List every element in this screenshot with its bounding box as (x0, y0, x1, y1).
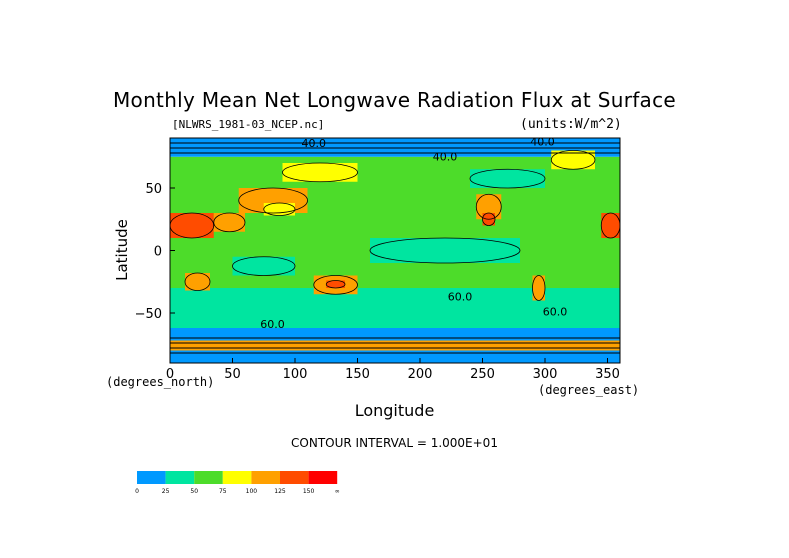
x-tick-label: 100 (283, 367, 308, 382)
contour-line (313, 275, 358, 295)
contour-line (263, 202, 296, 216)
colorbar-swatch (222, 471, 252, 484)
colorbar-tick-label: 25 (162, 488, 170, 495)
x-tick-label: 250 (470, 367, 495, 382)
colorbar-swatch (137, 471, 166, 484)
contour-line (232, 256, 296, 276)
colorbar-swatch (280, 471, 309, 484)
colorbar-tick-label: 75 (219, 488, 227, 495)
colorbar-swatch (165, 471, 195, 484)
contour-line (550, 150, 596, 170)
contour-line (213, 212, 246, 233)
y-tick-label: −50 (135, 307, 162, 322)
region-pacific-calm (370, 238, 520, 263)
region-south-africa (185, 273, 210, 291)
contour-line (184, 272, 211, 291)
contour-value-label: 60.0 (543, 306, 568, 319)
x-axis-units: (degrees_east) (538, 383, 640, 397)
contour-value-label: 60.0 (448, 291, 473, 304)
contour-line (469, 168, 546, 189)
region-northeast-africa (601, 213, 620, 238)
region-australia-core (326, 280, 345, 288)
contour-line (532, 275, 546, 301)
contour-line (282, 162, 358, 183)
colorbar-tick-label: 50 (190, 488, 198, 495)
x-axis-label: Longitude (354, 401, 435, 420)
y-tick-label: 50 (145, 182, 162, 197)
contour-line (369, 237, 521, 264)
region-arabia (213, 213, 245, 232)
contour-interval: CONTOUR INTERVAL = 1.000E+01 (291, 436, 498, 450)
x-tick-label: 150 (345, 367, 370, 382)
contour-line (238, 187, 308, 214)
region-canada (470, 169, 545, 188)
region-antarctic-coast (170, 340, 620, 351)
x-tick-label: 50 (224, 367, 241, 382)
colorbar-swatch (251, 471, 280, 484)
contour-value-label: 40.0 (433, 151, 458, 164)
colorbar-swatch (194, 471, 223, 484)
colorbar-swatch (308, 471, 338, 484)
units-label: (units:W/m^2) (520, 117, 622, 132)
contour-line (475, 193, 502, 220)
x-tick-label: 200 (408, 367, 433, 382)
contour-value-label: 40.0 (530, 136, 555, 149)
x-tick-label: 0 (166, 367, 174, 382)
y-tick-label: 0 (154, 245, 162, 260)
y-axis-units: (degrees_north) (106, 375, 215, 389)
region-africa-sahara (170, 213, 214, 238)
region-siberia-east (282, 163, 358, 182)
dataset-file-label: [NLWRS_1981-03_NCEP.nc] (172, 118, 325, 131)
colorbar-tick-label: ∞ (335, 488, 340, 495)
chart-title: Monthly Mean Net Longwave Radiation Flux… (112, 88, 677, 112)
contour-value-label: 60.0 (260, 318, 285, 331)
x-tick-label: 350 (595, 367, 620, 382)
region-indian-calm (232, 256, 295, 276)
contour-value-label: 40.0 (302, 137, 327, 150)
colorbar-tick-label: 100 (246, 488, 258, 495)
colorbar-tick-label: 150 (303, 488, 315, 495)
contour-line (325, 280, 346, 289)
colorbar-tick-label: 125 (274, 488, 286, 495)
region-greenland (551, 150, 595, 170)
x-tick-label: 300 (533, 367, 558, 382)
colorbar-tick-label: 0 (135, 488, 139, 495)
contour-line (482, 212, 496, 226)
region-south-america (532, 275, 545, 301)
region-tibet (263, 203, 295, 216)
